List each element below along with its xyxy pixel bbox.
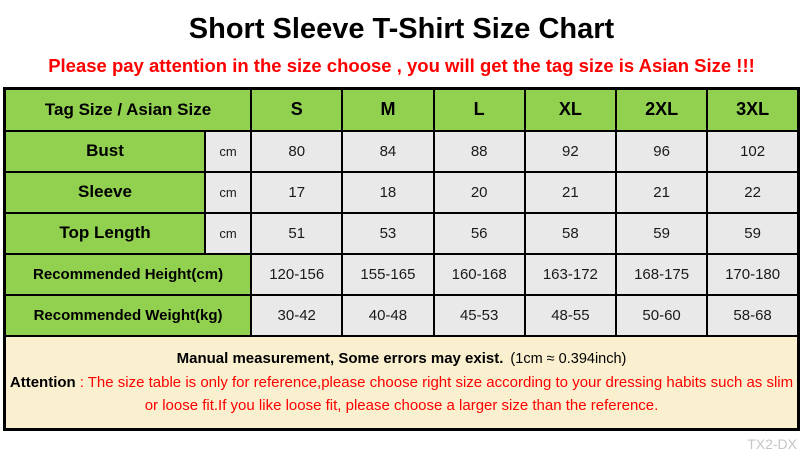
height-value-2xl: 168-175: [614, 252, 709, 296]
table-row-recommended-height: Recommended Height(cm) 120-156 155-165 1…: [3, 252, 800, 296]
row-label-sleeve: Sleeve: [3, 170, 206, 214]
row-label-bust: Bust: [3, 129, 206, 173]
attention-note: Attention: The size table is only for re…: [7, 371, 797, 417]
bust-value-2xl: 96: [614, 129, 709, 173]
height-value-s: 120-156: [250, 252, 344, 296]
height-value-m: 155-165: [341, 252, 435, 296]
top-length-value-xl: 58: [523, 211, 617, 255]
top-length-value-l: 56: [432, 211, 526, 255]
unit-cell: cm: [203, 129, 253, 173]
header-tag-size-cell: Tag Size / Asian Size: [3, 87, 253, 132]
weight-value-l: 45-53: [432, 293, 526, 337]
table-row-sleeve: Sleeve cm 17 18 20 21 21 22: [3, 170, 800, 214]
header-size-3xl: 3XL: [706, 87, 800, 132]
row-label-recommended-height: Recommended Height(cm): [3, 252, 253, 296]
top-length-value-m: 53: [341, 211, 435, 255]
weight-value-s: 30-42: [250, 293, 344, 337]
attention-text: : The size table is only for reference,p…: [79, 374, 794, 415]
top-length-value-s: 51: [250, 211, 344, 255]
notes-cell: Manual measurement, Some errors may exis…: [3, 334, 800, 431]
sleeve-value-l: 20: [432, 170, 526, 214]
unit-cell: cm: [203, 211, 253, 255]
size-table: Tag Size / Asian Size S M L XL 2XL 3XL B…: [3, 87, 800, 431]
bust-value-xl: 92: [523, 129, 617, 173]
header-size-2xl: 2XL: [614, 87, 709, 132]
weight-value-3xl: 58-68: [706, 293, 800, 337]
bust-value-3xl: 102: [706, 129, 800, 173]
measurement-note: Manual measurement, Some errors may exis…: [7, 347, 797, 371]
sleeve-value-m: 18: [341, 170, 435, 214]
weight-value-xl: 48-55: [523, 293, 617, 337]
sleeve-value-3xl: 22: [706, 170, 800, 214]
height-value-l: 160-168: [432, 252, 526, 296]
bust-value-s: 80: [250, 129, 344, 173]
header-row: Tag Size / Asian Size S M L XL 2XL 3XL: [3, 87, 800, 132]
row-label-top-length: Top Length: [3, 211, 206, 255]
table-row-top-length: Top Length cm 51 53 56 58 59 59: [3, 211, 800, 255]
header-size-xl: XL: [523, 87, 617, 132]
table-row-recommended-weight: Recommended Weight(kg) 30-42 40-48 45-53…: [3, 293, 800, 337]
weight-value-m: 40-48: [341, 293, 435, 337]
page-title: Short Sleeve T-Shirt Size Chart: [188, 13, 615, 45]
header-size-s: S: [250, 87, 344, 132]
attention-label: Attention: [9, 374, 76, 392]
weight-value-2xl: 50-60: [614, 293, 709, 337]
top-length-value-3xl: 59: [706, 211, 800, 255]
height-value-3xl: 170-180: [706, 252, 800, 296]
sleeve-value-s: 17: [250, 170, 344, 214]
top-length-value-2xl: 59: [614, 211, 709, 255]
sleeve-value-2xl: 21: [614, 170, 709, 214]
notes-row: Manual measurement, Some errors may exis…: [3, 334, 800, 431]
bust-value-l: 88: [432, 129, 526, 173]
height-value-xl: 163-172: [523, 252, 617, 296]
sleeve-value-xl: 21: [523, 170, 617, 214]
watermark-text: TX2-DX: [747, 436, 797, 452]
measurement-note-bold: Manual measurement, Some errors may exis…: [176, 350, 504, 368]
table-row-bust: Bust cm 80 84 88 92 96 102: [3, 129, 800, 173]
bust-value-m: 84: [341, 129, 435, 173]
unit-cell: cm: [203, 170, 253, 214]
header-size-l: L: [432, 87, 526, 132]
header-size-m: M: [341, 87, 435, 132]
asian-size-warning: Please pay attention in the size choose …: [48, 55, 755, 76]
row-label-recommended-weight: Recommended Weight(kg): [3, 293, 253, 337]
cm-inch-conversion: (1cm ≈ 0.394inch): [510, 351, 627, 368]
